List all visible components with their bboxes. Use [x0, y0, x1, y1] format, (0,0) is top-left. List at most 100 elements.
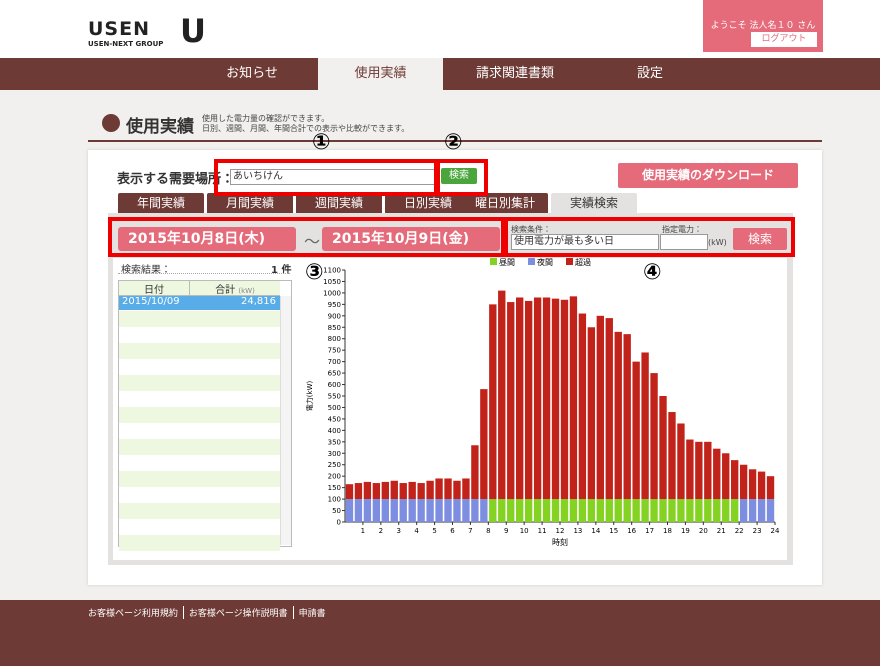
annotation-number: ①	[312, 130, 331, 155]
bar-segment	[704, 441, 712, 500]
bar-segment	[399, 483, 407, 500]
bar-segment	[480, 389, 488, 500]
x-tick-label: 1	[361, 527, 365, 535]
scrollbar[interactable]	[280, 296, 291, 545]
bar-segment	[363, 481, 372, 500]
x-tick-label: 15	[609, 527, 618, 535]
y-tick-label: 300	[328, 450, 341, 458]
power-unit: (kW)	[708, 238, 727, 247]
power-input[interactable]	[660, 234, 708, 250]
bar-segment	[623, 499, 631, 522]
bar-segment	[686, 439, 694, 500]
y-tick-label: 1050	[323, 278, 341, 286]
tab[interactable]: 年間実績	[118, 193, 204, 213]
bar-segment	[542, 297, 551, 500]
annotation-number: ②	[444, 130, 463, 155]
bar-segment	[507, 499, 515, 522]
bar-segment	[435, 499, 443, 522]
empty-row	[119, 343, 280, 359]
condition-select[interactable]: 使用電力が最も多い日	[511, 234, 659, 250]
x-tick-label: 9	[504, 527, 508, 535]
empty-row	[119, 519, 280, 535]
footer-link[interactable]: お客様ページ操作説明書	[182, 606, 288, 619]
bar-segment	[363, 499, 372, 522]
divider	[118, 273, 290, 274]
logo-group: USEN-NEXT GROUP	[88, 40, 164, 48]
logout-button[interactable]: ログアウト	[751, 32, 817, 47]
bar-segment	[650, 373, 658, 500]
nav-item[interactable]: 設定	[636, 66, 663, 81]
welcome: ようこそ 法人名１０ さん	[710, 21, 816, 31]
empty-row	[119, 535, 280, 551]
tab[interactable]: 月間実績	[207, 193, 293, 213]
bar-segment	[381, 499, 389, 522]
bar-segment	[462, 478, 470, 500]
description-line: 日別、週間、月間、年間合計での表示や比較ができます。	[202, 124, 410, 133]
empty-row	[119, 391, 280, 407]
bar-segment	[605, 318, 613, 500]
bar-segment	[354, 483, 363, 500]
bar-segment	[731, 499, 739, 522]
date-to[interactable]: 2015年10月9日(金)	[322, 227, 500, 251]
x-tick-label: 7	[468, 527, 472, 535]
bar-segment	[739, 464, 748, 500]
bar-segment	[426, 499, 434, 522]
bar-segment	[471, 499, 479, 522]
header: USEN USEN-NEXT GROUP U ようこそ 法人名１０ さん ログア…	[0, 0, 880, 58]
location-search[interactable]: 検索	[441, 168, 477, 184]
bar-segment	[713, 448, 721, 500]
x-tick-label: 21	[717, 527, 726, 535]
y-tick-label: 350	[328, 438, 341, 446]
bar-segment	[596, 499, 604, 522]
nav-item[interactable]: お知らせ	[226, 66, 278, 81]
annotation-number: ③	[305, 260, 324, 285]
y-tick-label: 200	[328, 473, 341, 481]
bar-segment	[372, 483, 381, 500]
footer-link[interactable]: 申請書	[292, 606, 326, 619]
empty-row	[119, 423, 280, 439]
bar-segment	[533, 499, 542, 522]
nav-item[interactable]: 請求関連書類	[475, 66, 554, 81]
tab[interactable]: 日別実績	[385, 193, 471, 213]
x-tick-label: 20	[699, 527, 708, 535]
bar-segment	[668, 412, 676, 500]
search-button[interactable]: 検索	[733, 228, 787, 250]
bar-segment	[524, 499, 533, 522]
column-header: 合計 (kW)	[190, 281, 280, 296]
x-tick-label: 19	[681, 527, 690, 535]
empty-row	[119, 327, 280, 343]
bar-segment	[560, 499, 569, 522]
bar-segment	[650, 499, 658, 522]
empty-row	[119, 439, 280, 455]
selected-row[interactable]	[119, 296, 280, 310]
page-title: 使用実績	[126, 117, 194, 137]
x-tick-label: 10	[520, 527, 529, 535]
column-header: 日付	[119, 281, 190, 296]
condition-label: 検索条件：	[511, 225, 551, 234]
y-tick-label: 500	[328, 404, 341, 412]
y-tick-label: 600	[328, 381, 341, 389]
footer-link[interactable]: お客様ページ利用規約	[88, 609, 178, 619]
empty-row	[119, 407, 280, 423]
legend-swatch	[490, 258, 497, 265]
location-select[interactable]: あいちけん	[230, 169, 439, 185]
bar-segment	[516, 297, 524, 500]
bar-segment	[524, 300, 533, 500]
bar-segment	[659, 499, 667, 522]
nav-item[interactable]: 使用実績	[318, 58, 443, 90]
x-tick-label: 4	[414, 527, 419, 535]
x-tick-label: 8	[486, 527, 490, 535]
tab[interactable]: 実績検索	[551, 193, 637, 213]
bar-segment	[453, 499, 461, 522]
bar-segment	[614, 499, 622, 522]
y-tick-label: 400	[328, 427, 341, 435]
bar-segment	[623, 334, 631, 500]
annotation-box	[436, 159, 488, 196]
date-from[interactable]: 2015年10月8日(木)	[118, 227, 296, 251]
tab[interactable]: 週間実績	[296, 193, 382, 213]
bar-segment	[354, 499, 363, 522]
bar-segment	[426, 480, 434, 500]
tab[interactable]: 曜日別集計	[462, 193, 548, 213]
download-button[interactable]: 使用実績のダウンロード	[618, 163, 798, 188]
